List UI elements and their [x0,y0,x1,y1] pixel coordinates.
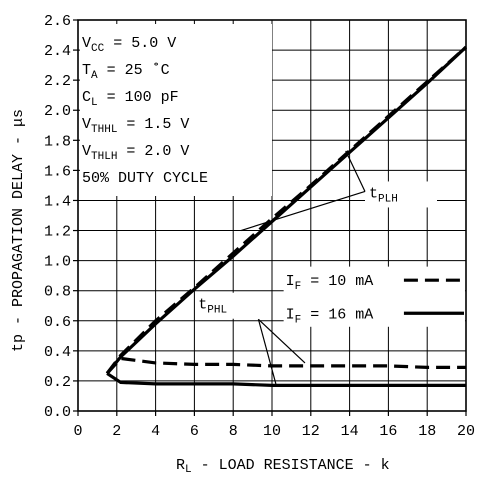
series-tphl-solid [106,372,466,387]
condition-line-4: VTHLH = 2.0 V [82,143,189,163]
y-tick-label-1.2: 1.2 [44,224,71,241]
legend-background [283,266,465,327]
y-tick-label-1.0: 1.0 [44,254,71,271]
series-tplh-solid [105,45,468,375]
condition-3-sub: THHL [91,124,117,136]
y-tick-label-0.8: 0.8 [44,284,71,301]
y-tick-label-0.6: 0.6 [44,314,71,331]
condition-2-sub: L [91,97,98,109]
x-tick-label-4: 4 [151,423,160,440]
tplh-sub: PLH [378,193,398,205]
legend-1-sub: F [295,314,302,326]
legend-label-1: IF = 16 mA [286,306,374,326]
condition-4-sub: THLH [91,151,117,163]
condition-line-3: VTHHL = 1.5 V [82,116,189,136]
tplh-label-bg [365,181,437,208]
condition-1-sub: A [91,70,98,82]
tphl-leader-1 [258,318,306,364]
condition-4-base: V [82,143,91,160]
x-tick-label-0: 0 [73,423,82,440]
data-curves [105,45,468,387]
tplh-leader-1 [345,150,366,192]
condition-line-0: VCC = 5.0 V [82,35,176,55]
legend-label-0: IF = 10 mA [286,273,374,293]
condition-5-rest: 50% DUTY CYCLE [82,170,208,187]
y-tick-label-2.2: 2.2 [44,73,71,90]
legend-1-rest: = 16 mA [301,306,373,323]
series-tplh-dashed [105,45,468,375]
tphl-leader-2 [257,319,277,385]
tphl-label-bg [196,292,253,319]
condition-line-2: CL = 100 pF [82,89,179,109]
x-tick-label-10: 10 [263,423,281,440]
y-tick-label-0.4: 0.4 [44,344,71,361]
y-tick-label-2.4: 2.4 [44,43,71,60]
tplh-label: tPLH [369,185,398,205]
conditions-background [80,24,272,196]
condition-2-base: C [82,89,91,106]
x-tick-label-14: 14 [341,423,359,440]
x-tick-label-12: 12 [302,423,320,440]
x-axis-title-rest: - LOAD RESISTANCE - k [192,457,390,474]
condition-1-rest: = 25 ˚C [98,62,170,79]
x-tick-label-8: 8 [229,423,238,440]
x-axis-title-sub: L [185,464,192,476]
tphl-sub: PHL [207,305,227,317]
y-tick-label-2.6: 2.6 [44,13,71,30]
legend-0-rest: = 10 mA [301,273,373,290]
axis-ticks: 0 2 4 6 8 10 12 14 16 18 20 0.0 0.2 0.4 0.6 0.8 1.0 1.2 1.… [44,13,475,440]
x-tick-label-2: 2 [112,423,121,440]
condition-1-base: T [82,62,91,79]
y-tick-label-1.8: 1.8 [44,133,71,150]
condition-3-rest: = 1.5 V [117,116,189,133]
condition-line-1: TA = 25 ˚C [82,62,170,82]
tphl-label: tPHL [198,297,227,317]
x-axis-title: RL - LOAD RESISTANCE - k [176,457,390,476]
condition-2-rest: = 100 pF [98,89,179,106]
tplh-leader-2 [240,190,366,232]
condition-4-rest: = 2.0 V [117,143,189,160]
y-tick-label-0.0: 0.0 [44,404,71,421]
condition-0-base: V [82,35,91,52]
x-tick-label-20: 20 [457,423,475,440]
condition-line-5: 50% DUTY CYCLE [82,170,208,187]
legend-1-base: I [286,306,295,323]
legend-0-sub: F [295,281,302,293]
tplh-base: t [369,185,378,202]
tphl-base: t [198,297,207,314]
x-tick-label-18: 18 [418,423,436,440]
condition-0-sub: CC [91,43,105,55]
x-tick-label-6: 6 [190,423,199,440]
axis-titles: RL - LOAD RESISTANCE - k tp - PROPAGATION… [10,109,390,476]
x-tick-label-16: 16 [379,423,397,440]
y-axis-title: tp - PROPAGATION DELAY - μs [10,109,27,352]
legend-0-base: I [286,273,295,290]
series-tphl-dashed [105,356,466,375]
y-tick-label-2.0: 2.0 [44,103,71,120]
x-axis-title-base: R [176,457,185,474]
y-tick-label-0.2: 0.2 [44,374,71,391]
y-tick-label-1.6: 1.6 [44,163,71,180]
condition-3-base: V [82,116,91,133]
condition-0-rest: = 5.0 V [104,35,176,52]
y-tick-label-1.4: 1.4 [44,193,71,210]
